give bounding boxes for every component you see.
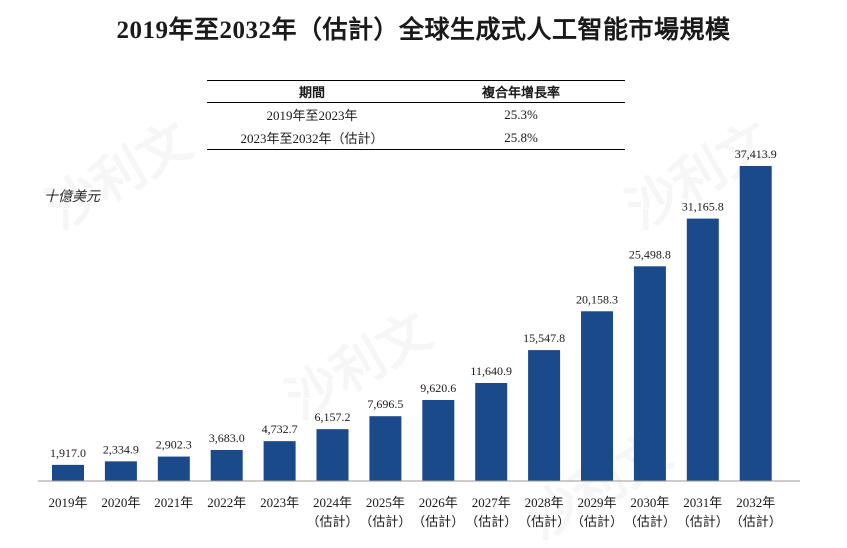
category-label: 2030年 <box>630 495 669 510</box>
value-label: 3,683.0 <box>209 431 245 445</box>
category-label: 2025年 <box>366 495 405 510</box>
category-sublabel: （估計） <box>412 514 464 529</box>
category-label: 2022年 <box>207 495 246 510</box>
unit-label: 十億美元 <box>44 190 100 205</box>
cagr-row: 2019年至2023年 25.3% <box>207 103 625 127</box>
watermark-text: 沙利文 <box>277 301 442 431</box>
value-label: 31,165.8 <box>682 200 724 214</box>
bar <box>686 218 719 481</box>
value-label: 4,732.7 <box>262 422 298 436</box>
category-label: 2023年 <box>260 495 299 510</box>
category-sublabel: （估計） <box>306 514 358 529</box>
cagr-table: 期間 複合年增長率 2019年至2023年 25.3% 2023年至2032年（… <box>207 80 625 150</box>
watermark-text: 沙利文 <box>37 111 202 241</box>
value-label: 2,334.9 <box>103 442 139 456</box>
category-sublabel: （估計） <box>359 514 411 529</box>
value-label: 1,917.0 <box>50 446 86 460</box>
bar <box>104 461 137 481</box>
category-sublabel: （估計） <box>465 514 517 529</box>
category-label: 2032年 <box>736 495 775 510</box>
category-label: 2028年 <box>525 495 564 510</box>
category-label: 2020年 <box>101 495 140 510</box>
bar <box>739 166 772 481</box>
bar <box>210 449 243 481</box>
bar <box>633 266 666 481</box>
value-label: 37,413.9 <box>735 147 777 161</box>
cagr-header-period: 期間 <box>207 80 417 103</box>
cagr-rate: 25.3% <box>504 106 538 122</box>
category-label: 2026年 <box>419 495 458 510</box>
value-label: 15,547.8 <box>523 331 565 345</box>
cagr-rate: 25.8% <box>417 126 625 150</box>
bar <box>52 464 84 481</box>
cagr-period: 2023年至2032年（估計） <box>207 126 417 150</box>
bar <box>157 456 190 481</box>
value-label: 20,158.3 <box>576 292 618 306</box>
bar <box>528 350 561 481</box>
category-label: 2029年 <box>577 495 616 510</box>
bar <box>581 311 613 481</box>
cagr-header-rate: 複合年增長率 <box>417 80 625 103</box>
category-label: 2027年 <box>472 495 511 510</box>
bar <box>422 400 455 481</box>
cagr-period: 2019年至2023年 <box>266 108 358 123</box>
value-label: 7,696.5 <box>367 397 403 411</box>
value-label: 9,620.6 <box>420 381 456 395</box>
category-sublabel: （估計） <box>571 514 623 529</box>
bar <box>263 441 296 481</box>
category-label: 2019年 <box>48 495 87 510</box>
value-label: 6,157.2 <box>315 410 351 424</box>
value-label: 11,640.9 <box>470 364 512 378</box>
category-sublabel: （估計） <box>677 514 729 529</box>
bar <box>316 429 349 481</box>
cagr-row: 2023年至2032年（估計） 25.8% <box>207 126 625 150</box>
chart-title: 2019年至2032年（估計）全球生成式人工智能市場規模 <box>116 17 731 44</box>
category-sublabel: （估計） <box>518 514 570 529</box>
category-label: 2024年 <box>313 495 352 510</box>
bars-group <box>52 166 772 481</box>
category-label: 2021年 <box>154 495 193 510</box>
bar <box>475 382 508 481</box>
bar <box>369 416 402 481</box>
value-label: 2,902.3 <box>156 438 192 452</box>
labels-group: 1,917.0 2019年 2,334.9 2020年 2,902.3 2021年 3,68… <box>48 147 781 529</box>
category-sublabel: （估計） <box>730 514 782 529</box>
category-label: 2031年 <box>683 495 722 510</box>
value-label: 25,498.8 <box>629 247 671 261</box>
category-sublabel: （估計） <box>624 514 676 529</box>
